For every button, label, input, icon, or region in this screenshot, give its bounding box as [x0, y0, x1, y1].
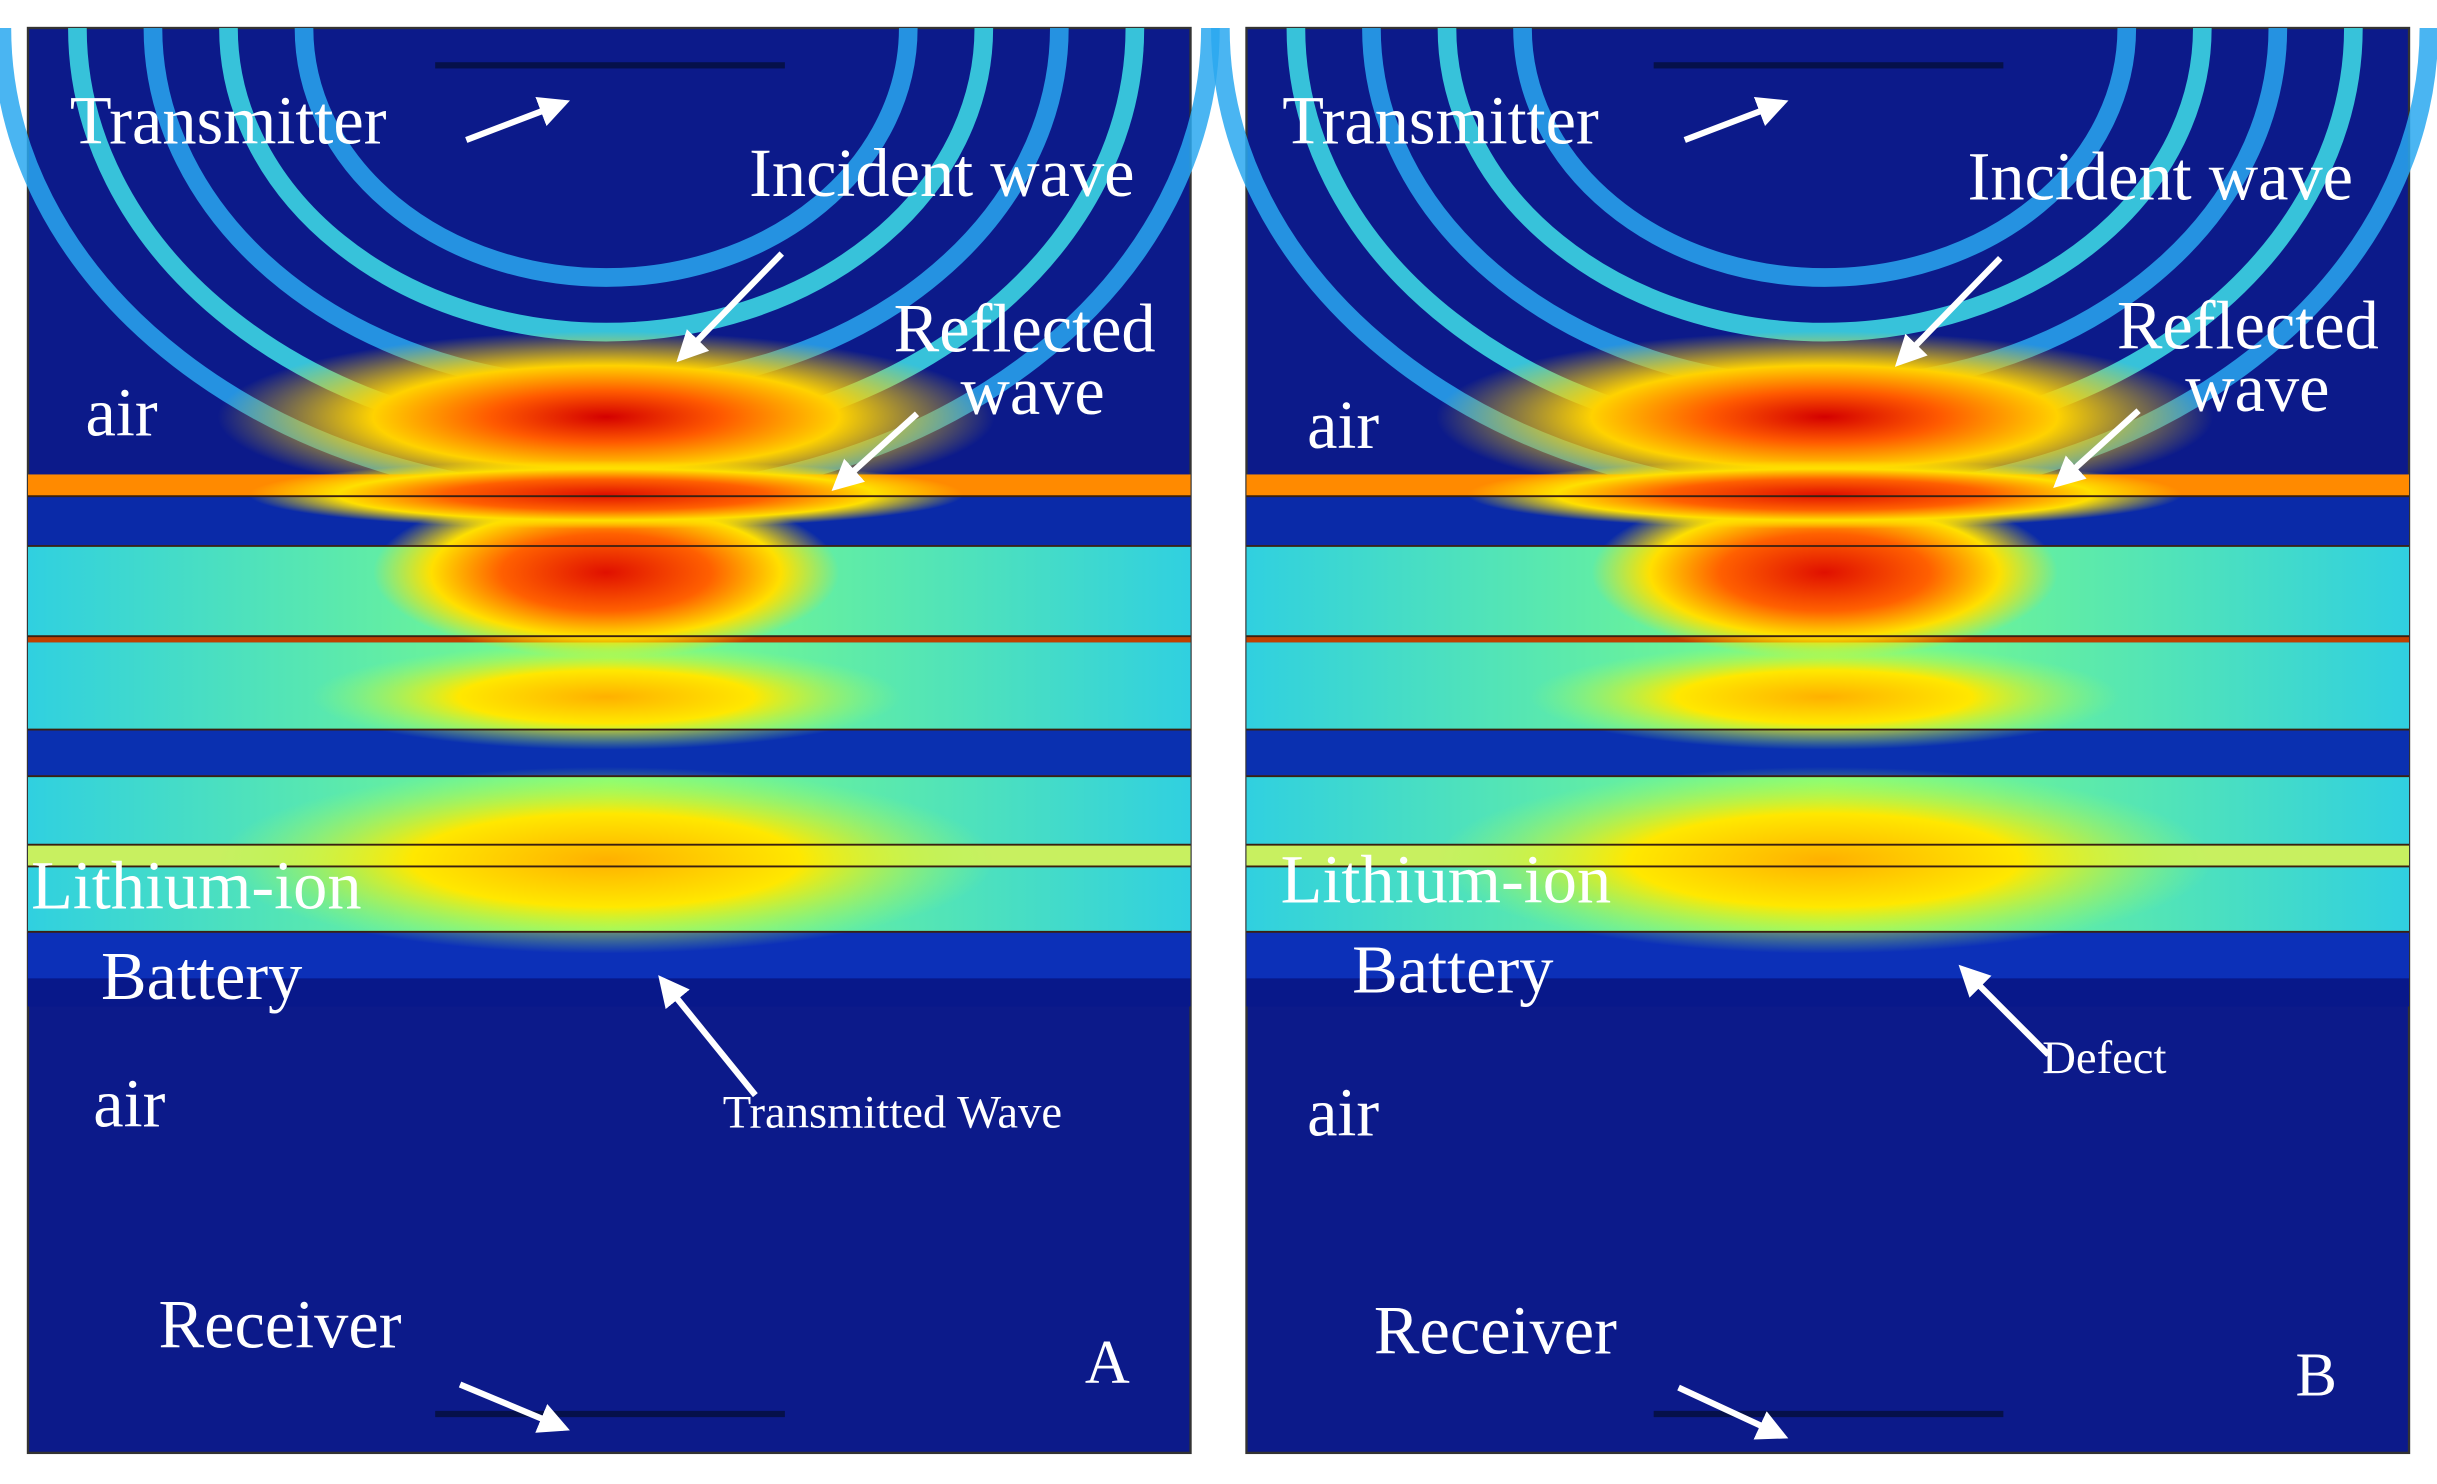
reflection-hotspot — [217, 331, 995, 503]
label: air — [85, 375, 157, 451]
label: Receiver — [159, 1286, 402, 1362]
receiver-element — [435, 1410, 785, 1418]
label: Transmitter — [1282, 82, 1599, 158]
label: Battery — [101, 938, 302, 1014]
field-warm — [1436, 766, 2214, 954]
arrow — [1958, 964, 2051, 1057]
field-hotspot — [248, 460, 964, 529]
field-hotspot — [1591, 486, 2058, 658]
label: Receiver — [1374, 1292, 1617, 1368]
field-warm — [310, 644, 902, 750]
field-hotspot — [1467, 460, 2183, 529]
label: Lithium-ion — [1281, 841, 1611, 917]
wave-arc — [1513, 27, 2137, 287]
arrow — [1677, 1384, 1789, 1440]
wave-arc — [294, 27, 918, 287]
arrow — [831, 411, 920, 492]
label: Defect — [2042, 1032, 2166, 1084]
field-warm — [217, 766, 995, 954]
label: air — [93, 1065, 165, 1141]
field-hotspot — [373, 486, 840, 658]
label: B — [2296, 1342, 2337, 1410]
transmitter-element — [435, 62, 785, 69]
transmitter-element — [1653, 62, 2004, 69]
label: Transmitted Wave — [723, 1087, 1062, 1139]
label: A — [1085, 1329, 1130, 1397]
label: air — [1307, 1075, 1379, 1151]
receiver-element — [1653, 1410, 2004, 1418]
label: Transmitter — [70, 82, 387, 158]
arrow — [1894, 256, 2003, 367]
label: wave — [961, 353, 1105, 429]
arrow — [2053, 408, 2141, 488]
label: Reflected — [2117, 288, 2379, 364]
label: air — [1307, 387, 1379, 463]
arrow — [465, 96, 570, 143]
label: Incident wave — [749, 135, 1134, 211]
field-warm — [1529, 644, 2120, 750]
label: Incident wave — [1968, 138, 2353, 214]
reflection-hotspot — [1436, 331, 2214, 503]
label: Lithium-ion — [31, 848, 361, 924]
label: wave — [2185, 350, 2329, 426]
arrow — [458, 1381, 570, 1433]
label: Reflected — [894, 291, 1156, 367]
arrow — [1683, 96, 1789, 143]
arrow — [658, 975, 758, 1098]
battery-layer — [1246, 978, 2410, 1007]
arrow — [676, 251, 784, 363]
battery-layer — [27, 978, 1191, 1007]
label: Battery — [1352, 932, 1553, 1008]
